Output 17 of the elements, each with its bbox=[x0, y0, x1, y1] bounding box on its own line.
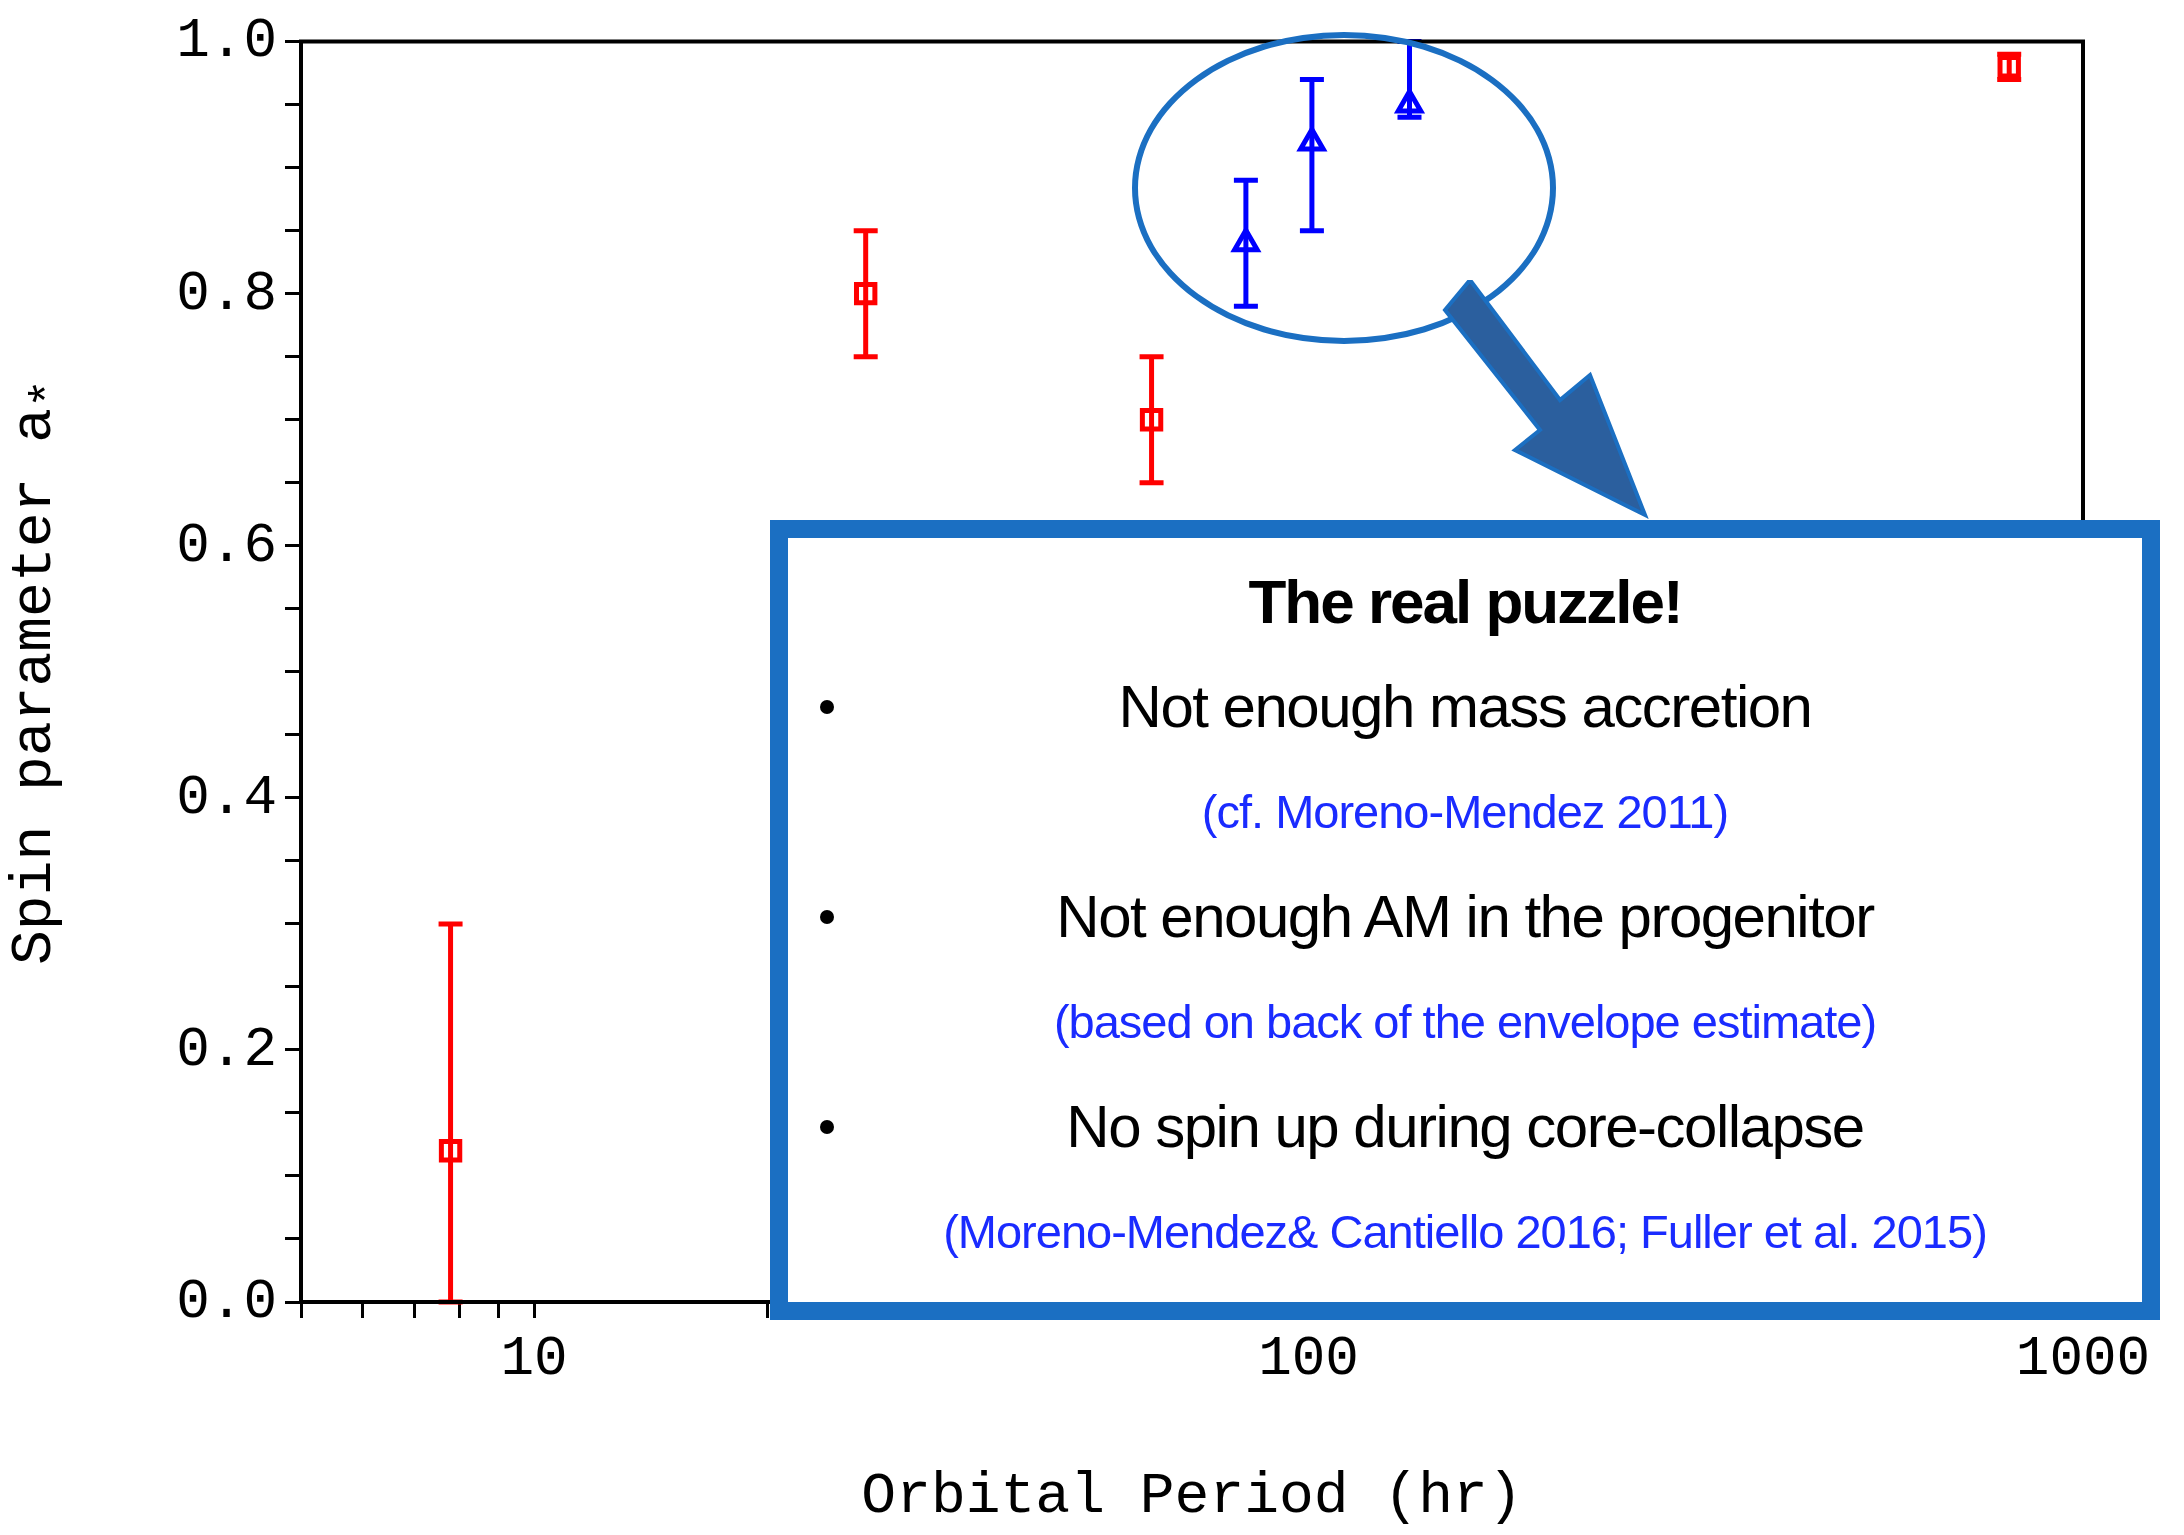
x-tick-label: 100 bbox=[1258, 1327, 1359, 1392]
y-tick-label: 0.4 bbox=[176, 765, 277, 830]
annotation: Not enough AM in the progenitor bbox=[1056, 883, 1874, 950]
annotation: Not enough mass accretion bbox=[1118, 673, 1812, 740]
annotation: (Moreno-Mendez& Cantiello 2016; Fuller et al. 2015) bbox=[943, 1205, 1987, 1258]
annotation: The real puzzle! bbox=[1248, 567, 1682, 636]
x-tick-label: 1000 bbox=[2015, 1327, 2151, 1392]
y-tick-label: 1.0 bbox=[176, 9, 277, 74]
x-tick-label: 10 bbox=[500, 1327, 568, 1392]
annotation: (cf. Moreno-Mendez 2011) bbox=[1201, 785, 1729, 838]
x-axis-title: Orbital Period (hr) bbox=[861, 1463, 1523, 1529]
annotation: (based on back of the envelope estimate) bbox=[1053, 995, 1877, 1048]
annotation: No spin up during core-collapse bbox=[1066, 1093, 1864, 1160]
y-tick-label: 0.6 bbox=[176, 513, 277, 578]
y-tick-label: 0.0 bbox=[176, 1269, 277, 1334]
y-tick-label: 0.8 bbox=[176, 261, 277, 326]
y-tick-label: 0.2 bbox=[176, 1017, 277, 1082]
